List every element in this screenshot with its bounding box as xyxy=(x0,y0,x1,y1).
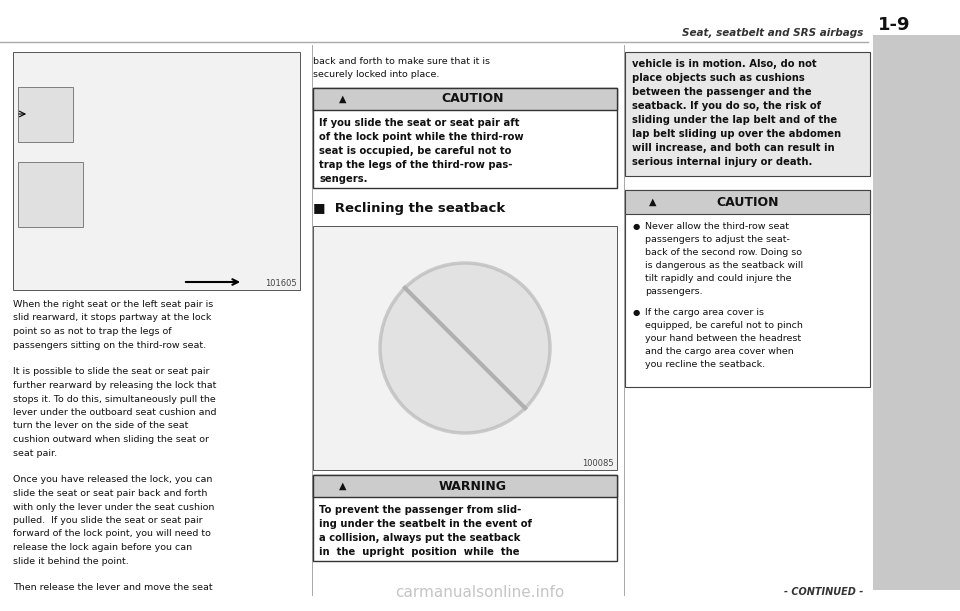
Text: is dangerous as the seatback will: is dangerous as the seatback will xyxy=(645,261,804,270)
FancyBboxPatch shape xyxy=(625,190,870,214)
Text: Once you have released the lock, you can: Once you have released the lock, you can xyxy=(13,475,212,485)
Text: serious internal injury or death.: serious internal injury or death. xyxy=(632,157,812,167)
Text: with only the lever under the seat cushion: with only the lever under the seat cushi… xyxy=(13,502,214,511)
FancyBboxPatch shape xyxy=(873,35,960,590)
Text: equipped, be careful not to pinch: equipped, be careful not to pinch xyxy=(645,321,803,330)
Text: ▲: ▲ xyxy=(339,481,347,491)
FancyBboxPatch shape xyxy=(313,88,617,188)
Text: ●: ● xyxy=(633,308,640,317)
Text: will increase, and both can result in: will increase, and both can result in xyxy=(632,143,834,153)
Text: ●: ● xyxy=(633,222,640,231)
Text: carmanualsonline.info: carmanualsonline.info xyxy=(396,585,564,600)
Text: turn the lever on the side of the seat: turn the lever on the side of the seat xyxy=(13,422,188,431)
Text: If you slide the seat or seat pair aft: If you slide the seat or seat pair aft xyxy=(319,118,519,128)
Text: securely locked into place.: securely locked into place. xyxy=(313,70,440,79)
Text: and the cargo area cover when: and the cargo area cover when xyxy=(645,347,794,356)
Text: seatback. If you do so, the risk of: seatback. If you do so, the risk of xyxy=(632,101,821,111)
Text: 1-9: 1-9 xyxy=(878,16,910,34)
Text: It is possible to slide the seat or seat pair: It is possible to slide the seat or seat… xyxy=(13,367,209,376)
FancyBboxPatch shape xyxy=(18,162,83,227)
Text: vehicle is in motion. Also, do not: vehicle is in motion. Also, do not xyxy=(632,59,817,69)
Text: passengers sitting on the third-row seat.: passengers sitting on the third-row seat… xyxy=(13,340,206,349)
Text: passengers.: passengers. xyxy=(645,287,703,296)
Circle shape xyxy=(380,263,550,433)
Text: slide it behind the point.: slide it behind the point. xyxy=(13,557,129,566)
Text: To prevent the passenger from slid-: To prevent the passenger from slid- xyxy=(319,505,521,515)
Text: lap belt sliding up over the abdomen: lap belt sliding up over the abdomen xyxy=(632,129,841,139)
Text: between the passenger and the: between the passenger and the xyxy=(632,87,811,97)
Text: slid rearward, it stops partway at the lock: slid rearward, it stops partway at the l… xyxy=(13,313,211,323)
Text: release the lock again before you can: release the lock again before you can xyxy=(13,543,192,552)
FancyBboxPatch shape xyxy=(313,226,617,470)
Text: WARNING: WARNING xyxy=(439,480,507,492)
Text: When the right seat or the left seat pair is: When the right seat or the left seat pai… xyxy=(13,300,213,309)
Text: trap the legs of the third-row pas-: trap the legs of the third-row pas- xyxy=(319,160,513,170)
Text: CAUTION: CAUTION xyxy=(442,92,504,106)
Text: further rearward by releasing the lock that: further rearward by releasing the lock t… xyxy=(13,381,216,390)
FancyBboxPatch shape xyxy=(625,52,870,176)
Text: ▲: ▲ xyxy=(339,94,347,104)
Text: back of the second row. Doing so: back of the second row. Doing so xyxy=(645,248,802,257)
Text: back and forth to make sure that it is: back and forth to make sure that it is xyxy=(313,57,490,66)
Text: seat pair.: seat pair. xyxy=(13,448,58,458)
Text: ing under the seatbelt in the event of: ing under the seatbelt in the event of xyxy=(319,519,532,529)
FancyBboxPatch shape xyxy=(13,52,300,290)
Text: your hand between the headrest: your hand between the headrest xyxy=(645,334,802,343)
Text: lever under the outboard seat cushion and: lever under the outboard seat cushion an… xyxy=(13,408,217,417)
Text: tilt rapidly and could injure the: tilt rapidly and could injure the xyxy=(645,274,791,283)
Text: Seat, seatbelt and SRS airbags: Seat, seatbelt and SRS airbags xyxy=(682,28,863,38)
Text: a collision, always put the seatback: a collision, always put the seatback xyxy=(319,533,520,543)
Text: ■  Reclining the seatback: ■ Reclining the seatback xyxy=(313,202,505,215)
Text: sliding under the lap belt and of the: sliding under the lap belt and of the xyxy=(632,115,837,125)
Text: seat is occupied, be careful not to: seat is occupied, be careful not to xyxy=(319,146,512,156)
Text: - CONTINUED -: - CONTINUED - xyxy=(783,587,863,597)
Text: sengers.: sengers. xyxy=(319,174,368,184)
FancyBboxPatch shape xyxy=(313,88,617,110)
FancyBboxPatch shape xyxy=(18,87,73,142)
Text: 101605: 101605 xyxy=(265,279,297,288)
Text: CAUTION: CAUTION xyxy=(716,196,779,208)
Text: passengers to adjust the seat-: passengers to adjust the seat- xyxy=(645,235,790,244)
Text: of the lock point while the third-row: of the lock point while the third-row xyxy=(319,132,523,142)
Text: point so as not to trap the legs of: point so as not to trap the legs of xyxy=(13,327,172,336)
Text: pulled.  If you slide the seat or seat pair: pulled. If you slide the seat or seat pa… xyxy=(13,516,203,525)
Text: you recline the seatback.: you recline the seatback. xyxy=(645,360,765,369)
Text: Never allow the third-row seat: Never allow the third-row seat xyxy=(645,222,789,231)
FancyBboxPatch shape xyxy=(313,475,617,497)
Text: Then release the lever and move the seat: Then release the lever and move the seat xyxy=(13,584,212,593)
Text: cushion outward when sliding the seat or: cushion outward when sliding the seat or xyxy=(13,435,209,444)
FancyBboxPatch shape xyxy=(313,475,617,561)
Text: forward of the lock point, you will need to: forward of the lock point, you will need… xyxy=(13,530,211,538)
Text: stops it. To do this, simultaneously pull the: stops it. To do this, simultaneously pul… xyxy=(13,395,216,403)
Text: place objects such as cushions: place objects such as cushions xyxy=(632,73,804,83)
FancyBboxPatch shape xyxy=(625,190,870,387)
Text: If the cargo area cover is: If the cargo area cover is xyxy=(645,308,764,317)
Text: ▲: ▲ xyxy=(649,197,657,207)
Text: 100085: 100085 xyxy=(583,459,614,468)
Text: slide the seat or seat pair back and forth: slide the seat or seat pair back and for… xyxy=(13,489,207,498)
Text: in  the  upright  position  while  the: in the upright position while the xyxy=(319,547,519,557)
